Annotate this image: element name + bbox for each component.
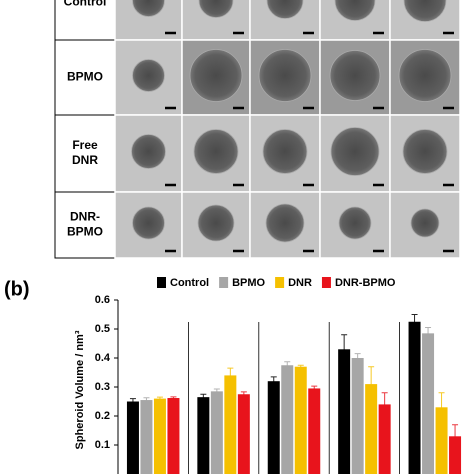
y-axis-label: Spheroid Volume / nm³	[74, 330, 86, 449]
row-label: Free	[72, 138, 98, 152]
spheroid	[334, 0, 376, 21]
legend-swatch	[321, 277, 331, 288]
error-bar	[368, 366, 375, 402]
error-bar	[284, 361, 291, 369]
bar	[294, 366, 307, 474]
bar	[408, 321, 421, 474]
legend-label: BPMO	[232, 277, 265, 289]
spheroid	[132, 59, 165, 92]
row-label: BPMO	[67, 225, 103, 239]
spheroid	[132, 0, 165, 17]
spheroid	[338, 206, 372, 240]
error-bar	[297, 364, 304, 369]
spheroid	[198, 0, 234, 18]
legend-label: DNR	[288, 277, 312, 289]
bar	[210, 391, 223, 474]
bar	[126, 401, 139, 474]
legend-swatch	[275, 277, 285, 288]
row-label: DNR	[72, 153, 98, 167]
bar	[449, 436, 462, 474]
error-bar	[170, 396, 177, 400]
error-bar	[156, 396, 163, 401]
error-bar	[143, 397, 150, 403]
bar	[281, 365, 294, 474]
legend-label: DNR-BPMO	[335, 277, 396, 289]
spheroid	[410, 208, 440, 238]
y-tick-label: 0.3	[95, 381, 110, 393]
error-bar	[240, 391, 247, 397]
label-cell	[54, 191, 116, 259]
error-bar	[213, 388, 220, 394]
row-label: BPMO	[67, 70, 103, 84]
y-tick-label: 0.2	[95, 410, 110, 422]
bar	[224, 375, 237, 474]
spheroid	[266, 0, 304, 19]
spheroid	[330, 127, 380, 176]
row-label: DNR-	[70, 210, 100, 224]
bar	[197, 397, 210, 474]
bar	[365, 384, 378, 474]
bar	[267, 381, 280, 474]
error-bar	[354, 353, 361, 363]
spheroid	[193, 129, 239, 174]
row-label: Control	[64, 0, 107, 9]
spheroid	[197, 204, 235, 242]
error-bar	[341, 334, 348, 364]
y-tick-label: 0.1	[95, 439, 110, 451]
panel-label: (b)	[4, 278, 30, 300]
error-bar	[452, 424, 459, 448]
error-bar	[129, 398, 136, 405]
error-bar	[311, 385, 318, 391]
spheroid	[132, 206, 165, 240]
y-tick-label: 0.5	[95, 323, 110, 335]
bar	[308, 388, 321, 474]
bar	[140, 400, 153, 474]
spheroid	[403, 0, 447, 22]
bar	[378, 404, 391, 474]
legend-label: Control	[170, 277, 209, 289]
spheroid	[258, 49, 312, 102]
spheroid	[402, 129, 448, 174]
bar	[422, 333, 435, 474]
spheroid	[398, 49, 452, 102]
error-bar	[270, 376, 277, 386]
error-bar	[381, 392, 388, 416]
bar	[351, 358, 364, 474]
y-tick-label: 0.4	[95, 352, 111, 364]
error-bar	[411, 314, 418, 329]
legend-swatch	[157, 277, 166, 288]
legend-swatch	[219, 277, 229, 288]
bar	[435, 407, 448, 474]
error-bar	[425, 327, 432, 340]
spheroid	[262, 129, 308, 174]
bar	[338, 349, 351, 474]
spheroid	[131, 134, 166, 169]
spheroid	[329, 50, 381, 101]
error-bar	[200, 393, 207, 401]
spheroid	[189, 49, 243, 102]
bar	[237, 394, 250, 474]
y-tick-label: 0.6	[95, 294, 110, 306]
error-bar	[227, 367, 234, 383]
bar	[167, 398, 180, 474]
micrograph	[249, 191, 321, 259]
bar	[153, 398, 166, 474]
spheroid	[265, 203, 305, 243]
error-bar	[438, 392, 445, 422]
